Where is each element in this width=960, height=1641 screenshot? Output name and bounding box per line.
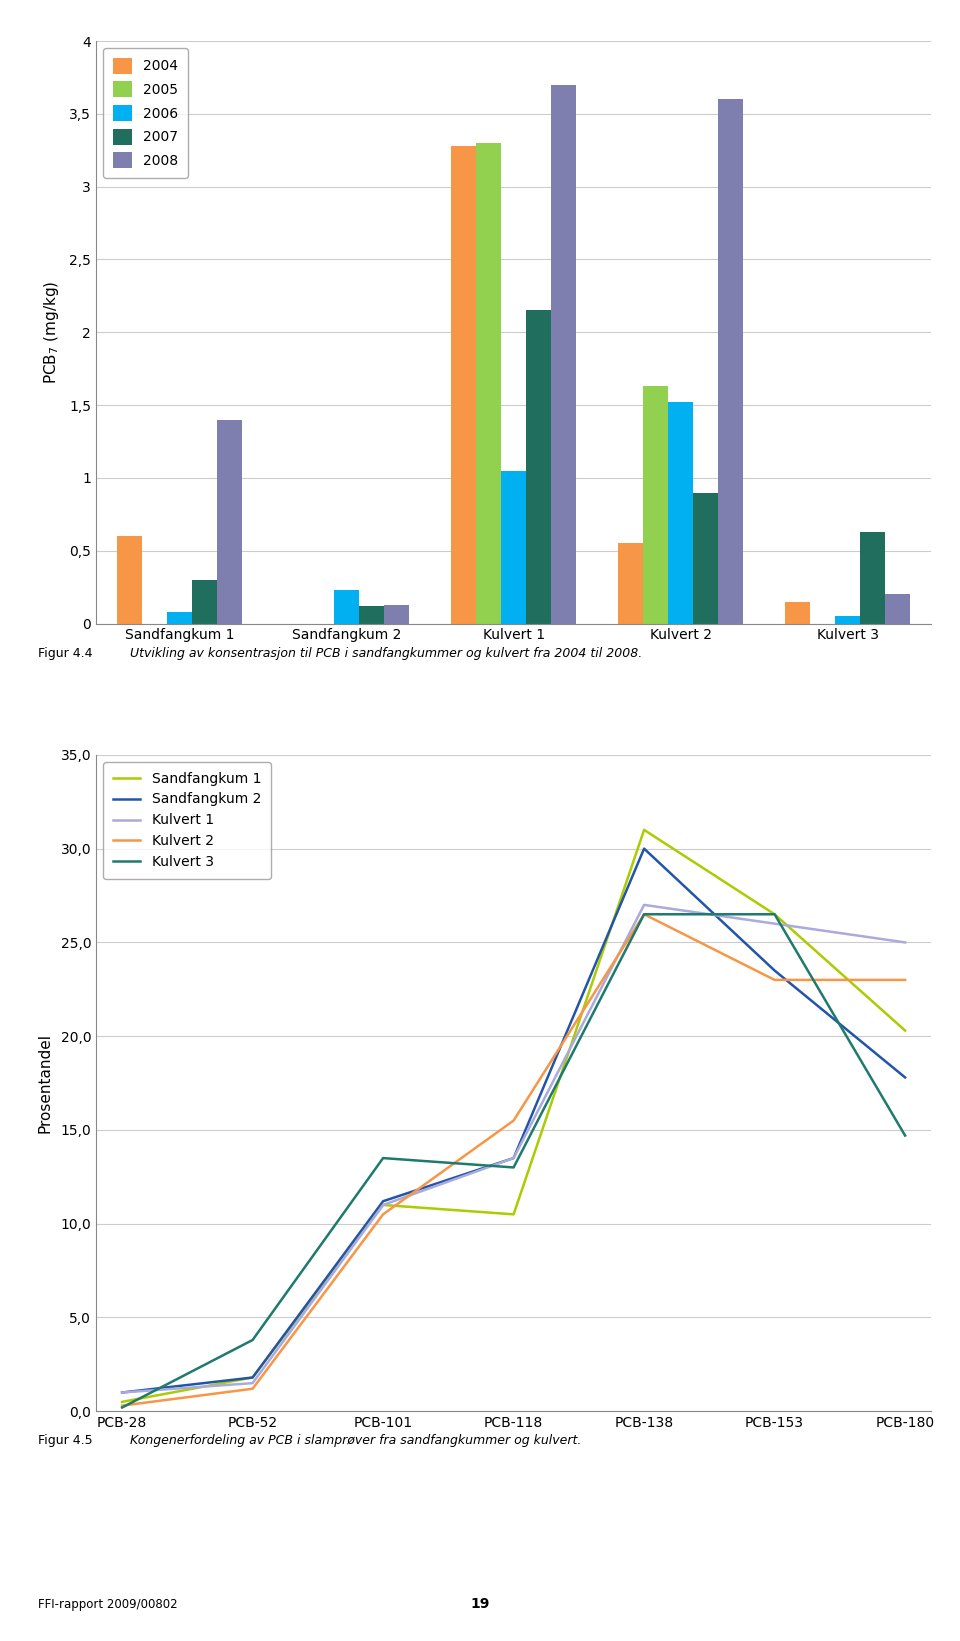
Bar (217, 420, 242, 624)
Sandfangkum 2 (116, 1383, 128, 1403)
Sandfangkum 2 (638, 839, 650, 858)
Bar (192, 579, 217, 624)
Bar (718, 98, 743, 624)
Line: Kulvert 3: Kulvert 3 (122, 914, 905, 1408)
Line: Kulvert 2: Kulvert 2 (122, 914, 905, 1406)
Bar (476, 143, 501, 624)
Text: Kongenerfordeling av PCB i slamprøver fra sandfangkummer og kulvert.: Kongenerfordeling av PCB i slamprøver fr… (130, 1434, 581, 1447)
Bar (835, 617, 860, 624)
Line: Sandfangkum 2: Sandfangkum 2 (122, 848, 905, 1393)
Kulvert 3 (116, 1398, 128, 1418)
Legend: 2004, 2005, 2006, 2007, 2008: 2004, 2005, 2006, 2007, 2008 (103, 48, 188, 179)
Bar (117, 537, 142, 624)
Kulvert 2 (377, 1204, 389, 1224)
Kulvert 2 (247, 1378, 258, 1398)
Kulvert 1 (116, 1383, 128, 1403)
Kulvert 2 (900, 970, 911, 990)
Text: Figur 4.4: Figur 4.4 (38, 647, 93, 660)
Line: Sandfangkum 1: Sandfangkum 1 (122, 830, 905, 1401)
Kulvert 3 (900, 1126, 911, 1145)
Bar (334, 591, 359, 624)
Sandfangkum 2 (377, 1191, 389, 1211)
Sandfangkum 1 (900, 1021, 911, 1040)
Bar (451, 146, 476, 624)
Bar (501, 471, 526, 624)
Bar (551, 85, 576, 624)
Bar (668, 402, 693, 624)
Line: Kulvert 1: Kulvert 1 (122, 904, 905, 1393)
Kulvert 1 (900, 932, 911, 952)
Sandfangkum 1 (508, 1204, 519, 1224)
Bar (526, 310, 551, 624)
Kulvert 1 (377, 1195, 389, 1214)
Bar (643, 386, 668, 624)
Kulvert 2 (638, 904, 650, 924)
Text: Utvikling av konsentrasjon til PCB i sandfangkummer og kulvert fra 2004 til 2008: Utvikling av konsentrasjon til PCB i san… (130, 647, 642, 660)
Bar (885, 594, 910, 624)
Kulvert 1 (508, 1149, 519, 1168)
Sandfangkum 2 (900, 1068, 911, 1088)
Bar (167, 612, 192, 624)
Kulvert 1 (638, 894, 650, 914)
Kulvert 3 (247, 1331, 258, 1351)
Bar (860, 532, 885, 624)
Kulvert 3 (377, 1149, 389, 1168)
Bar (359, 606, 384, 624)
Sandfangkum 2 (247, 1367, 258, 1387)
Sandfangkum 1 (769, 904, 780, 924)
Sandfangkum 1 (377, 1195, 389, 1214)
Sandfangkum 1 (247, 1367, 258, 1387)
Sandfangkum 2 (508, 1149, 519, 1168)
Kulvert 1 (247, 1374, 258, 1393)
Kulvert 3 (508, 1157, 519, 1177)
Bar (785, 602, 810, 624)
Text: Figur 4.5: Figur 4.5 (38, 1434, 93, 1447)
Kulvert 1 (769, 914, 780, 934)
Sandfangkum 1 (116, 1392, 128, 1411)
Bar (384, 604, 409, 624)
Bar (618, 543, 643, 624)
Kulvert 2 (508, 1111, 519, 1131)
Text: 19: 19 (470, 1597, 490, 1611)
Y-axis label: PCB$_7$ (mg/kg): PCB$_7$ (mg/kg) (42, 281, 60, 384)
Bar (693, 492, 718, 624)
Sandfangkum 1 (638, 820, 650, 840)
Kulvert 2 (769, 970, 780, 990)
Kulvert 2 (116, 1396, 128, 1416)
Legend: Sandfangkum 1, Sandfangkum 2, Kulvert 1, Kulvert 2, Kulvert 3: Sandfangkum 1, Sandfangkum 2, Kulvert 1,… (103, 761, 271, 880)
Text: FFI-rapport 2009/00802: FFI-rapport 2009/00802 (38, 1598, 178, 1611)
Kulvert 3 (769, 904, 780, 924)
Y-axis label: Prosentandel: Prosentandel (37, 1034, 52, 1132)
Sandfangkum 2 (769, 960, 780, 980)
Kulvert 3 (638, 904, 650, 924)
